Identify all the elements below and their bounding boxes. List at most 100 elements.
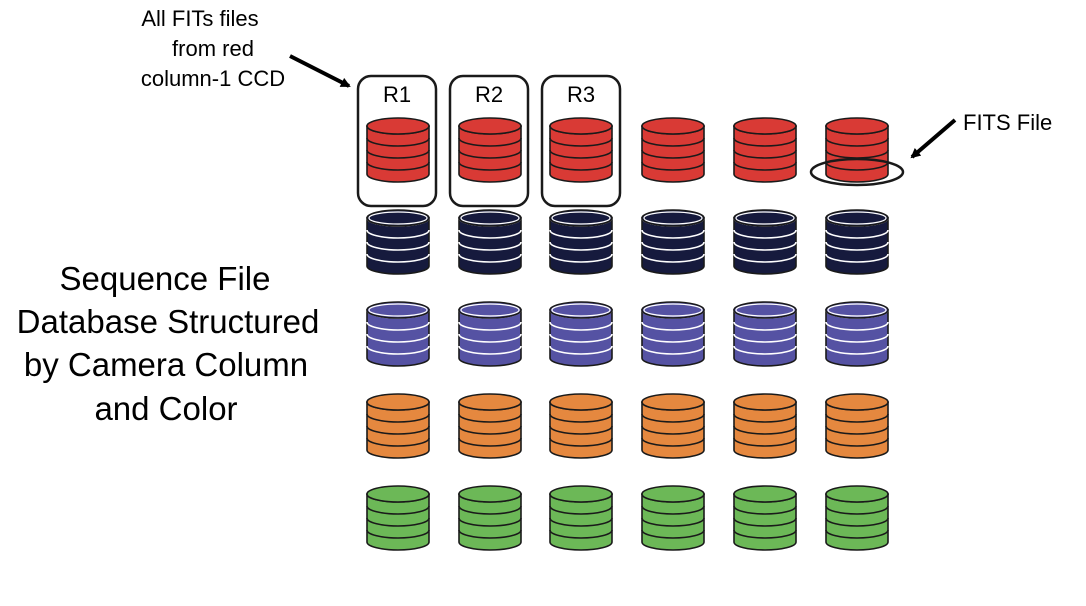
- disk-separator: [825, 161, 889, 171]
- stack-top: [458, 393, 522, 411]
- stack-top: [641, 301, 705, 319]
- fits-file-arrow: [910, 118, 957, 159]
- disk-separator: [458, 149, 522, 159]
- fits-file-highlight: [809, 157, 905, 187]
- group-label-r3: R3: [567, 82, 595, 107]
- disk-separator: [549, 241, 613, 251]
- group-annotation: All FITs files from red column-1 CCD: [141, 6, 351, 91]
- stack-body: [366, 125, 430, 183]
- disk-separator: [366, 333, 430, 343]
- disk-separator: [733, 253, 797, 263]
- stack-body: [549, 125, 613, 183]
- disk-separator: [733, 229, 797, 239]
- disk-separator: [458, 241, 522, 251]
- disk-separator: [549, 321, 613, 331]
- stack-body: [549, 217, 613, 275]
- disk-separator: [366, 345, 430, 355]
- disk-separator: [549, 517, 613, 527]
- fits-stack-r5-c4: [641, 485, 705, 551]
- group-frame-r1: R1: [356, 74, 438, 208]
- group-label-r1: R1: [383, 82, 411, 107]
- stack-top-rim: [735, 211, 795, 225]
- disk-separator: [458, 321, 522, 331]
- disk-separator: [733, 333, 797, 343]
- fits-stack-r3-c1: [366, 301, 430, 367]
- disk-separator: [825, 321, 889, 331]
- stack-top: [549, 485, 613, 503]
- stack-body: [733, 309, 797, 367]
- disk-separator: [733, 413, 797, 423]
- stack-top-rim: [827, 211, 887, 225]
- fits-stack-r5-c5: [733, 485, 797, 551]
- disk-separator: [733, 161, 797, 171]
- fits-stack-r3-c3: [549, 301, 613, 367]
- stack-body: [366, 217, 430, 275]
- disk-separator: [458, 425, 522, 435]
- disk-separator: [641, 253, 705, 263]
- fits-stack-r4-c4: [641, 393, 705, 459]
- stack-top: [366, 301, 430, 319]
- fits-stack-r5-c3: [549, 485, 613, 551]
- disk-separator: [641, 161, 705, 171]
- group-label-r2: R2: [475, 82, 503, 107]
- disk-separator: [825, 517, 889, 527]
- disk-separator: [549, 505, 613, 515]
- disk-separator: [458, 529, 522, 539]
- stack-body: [458, 401, 522, 459]
- stack-top-rim: [827, 303, 887, 317]
- stack-body: [641, 309, 705, 367]
- disk-separator: [641, 505, 705, 515]
- stack-top: [458, 117, 522, 135]
- stack-top-rim: [551, 211, 611, 225]
- fits-file-label: FITS File: [963, 110, 1052, 135]
- disk-separator: [458, 253, 522, 263]
- fits-stack-r5-c2: [458, 485, 522, 551]
- main-label-line-4: and Color: [94, 390, 237, 427]
- stack-top: [825, 301, 889, 319]
- disk-separator: [549, 413, 613, 423]
- disk-separator: [825, 505, 889, 515]
- fits-stack-r4-c5: [733, 393, 797, 459]
- disk-separator: [366, 137, 430, 147]
- disk-separator: [641, 149, 705, 159]
- disk-separator: [458, 505, 522, 515]
- disk-separator: [366, 437, 430, 447]
- disk-separator: [733, 505, 797, 515]
- disk-separator: [825, 413, 889, 423]
- stack-top: [733, 301, 797, 319]
- main-label-line-3: by Camera Column: [24, 346, 308, 383]
- fits-stack-r1-c2: [458, 117, 522, 183]
- disk-separator: [641, 529, 705, 539]
- disk-separator: [549, 425, 613, 435]
- main-label-line-1: Sequence File: [60, 260, 271, 297]
- stack-top: [825, 209, 889, 227]
- fits-stack-r2-c3: [549, 209, 613, 275]
- stack-body: [825, 217, 889, 275]
- fits-stack-r5-c1: [366, 485, 430, 551]
- stack-top: [733, 393, 797, 411]
- stack-body: [549, 493, 613, 551]
- fits-stack-r3-c4: [641, 301, 705, 367]
- disk-separator: [641, 345, 705, 355]
- disk-separator: [366, 413, 430, 423]
- disk-separator: [549, 437, 613, 447]
- disk-separator: [733, 321, 797, 331]
- fits-stack-r1-c6: [825, 117, 889, 183]
- stack-top: [549, 117, 613, 135]
- disk-separator: [549, 253, 613, 263]
- stack-top-rim: [368, 211, 428, 225]
- stack-body: [366, 493, 430, 551]
- stack-body: [733, 493, 797, 551]
- stack-body: [458, 125, 522, 183]
- disk-separator: [549, 137, 613, 147]
- stack-top: [458, 209, 522, 227]
- stack-top: [458, 301, 522, 319]
- disk-separator: [458, 137, 522, 147]
- disk-separator: [458, 229, 522, 239]
- stack-body: [549, 401, 613, 459]
- fits-file-annotation: FITS File: [910, 110, 1052, 159]
- stack-top-rim: [643, 303, 703, 317]
- disk-separator: [366, 149, 430, 159]
- group-frame-r3: R3: [540, 74, 622, 208]
